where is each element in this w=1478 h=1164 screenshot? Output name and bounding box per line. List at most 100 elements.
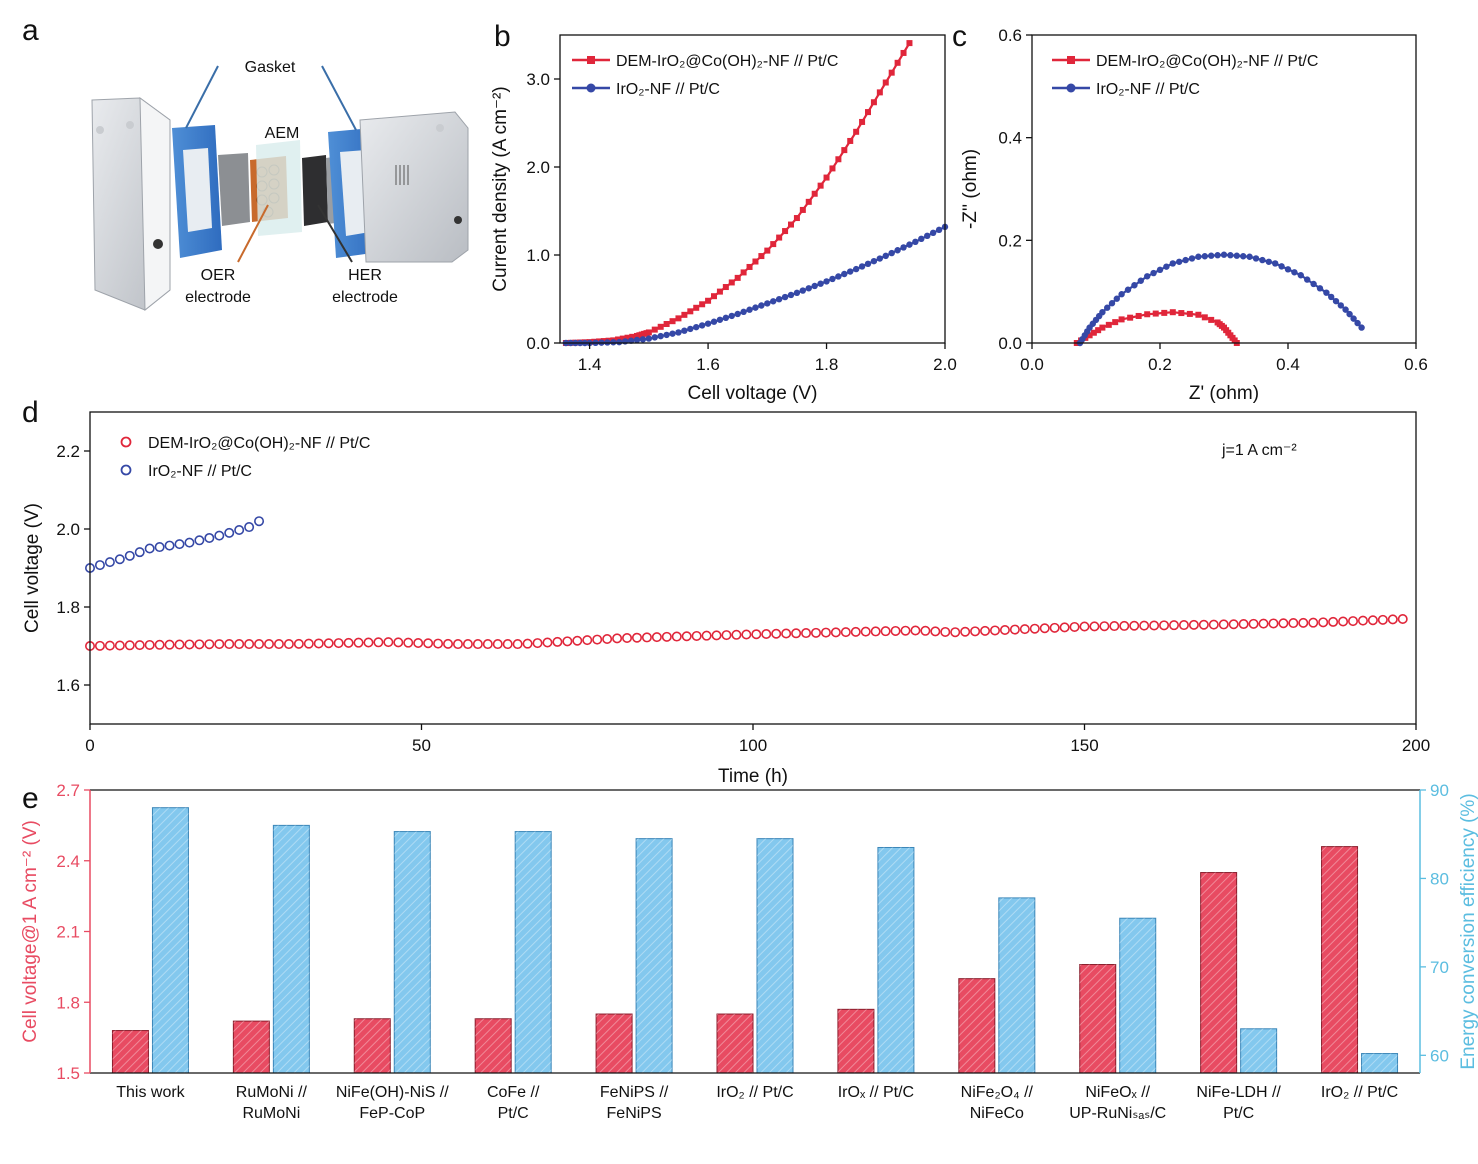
- data-point: [989, 625, 1000, 636]
- data-point: [781, 293, 789, 301]
- data-point: [701, 630, 712, 641]
- panel-a-label: a: [22, 14, 39, 47]
- right-end-plate: [359, 111, 469, 263]
- data-point: [758, 253, 765, 260]
- data-point: [1337, 302, 1345, 309]
- data-point: [645, 329, 652, 336]
- data-point: [929, 229, 937, 237]
- legend-label: DEM-IrO₂@Co(OH)₂-NF // Pt/C: [616, 53, 838, 70]
- data-point: [1228, 619, 1239, 630]
- data-point: [1346, 310, 1353, 318]
- data-point: [443, 638, 454, 649]
- legend-label: DEM-IrO₂@Co(OH)₂-NF // Pt/C: [1096, 53, 1318, 70]
- data-point: [1150, 269, 1157, 277]
- data-point: [651, 632, 662, 643]
- data-point: [850, 626, 861, 637]
- data-point: [829, 165, 836, 172]
- data-point: [671, 631, 682, 642]
- data-point: [728, 312, 735, 320]
- data-point: [94, 640, 105, 651]
- data-point: [841, 147, 848, 154]
- data-point: [770, 241, 777, 248]
- data-point: [1218, 619, 1229, 630]
- bar-hatch: [1240, 1028, 1277, 1073]
- data-point: [817, 280, 824, 287]
- y-tick-label: 2.0: [56, 520, 80, 539]
- data-point: [912, 238, 919, 245]
- data-point: [776, 234, 783, 241]
- data-point: [1208, 619, 1219, 630]
- data-point: [214, 530, 225, 541]
- series-line: [565, 225, 946, 345]
- data-point: [184, 537, 195, 548]
- data-point: [1387, 614, 1398, 625]
- data-point: [624, 334, 631, 341]
- data-point: [1169, 620, 1180, 631]
- data-point: [1248, 618, 1259, 629]
- x-tick-label: 150: [1070, 736, 1098, 755]
- data-point: [104, 640, 115, 651]
- data-point: [1342, 306, 1349, 313]
- left-gasket: [172, 125, 222, 258]
- data-point: [731, 629, 742, 640]
- data-point: [1159, 620, 1170, 631]
- her-label-1: HER: [348, 267, 382, 284]
- bar-hatch: [112, 1030, 149, 1073]
- data-point: [1059, 622, 1070, 633]
- data-point: [771, 628, 782, 639]
- category-label: Pt/C: [498, 1105, 529, 1122]
- data-point: [704, 320, 712, 327]
- panel-d-label: d: [22, 396, 39, 429]
- data-point: [669, 330, 676, 337]
- data-point: [681, 327, 688, 334]
- data-point: [820, 627, 831, 638]
- x-tick-label: 2.0: [933, 355, 957, 374]
- data-point: [711, 630, 722, 641]
- data-point: [1195, 311, 1202, 318]
- data-point: [1328, 293, 1335, 301]
- data-point: [462, 639, 473, 650]
- data-point: [787, 291, 795, 299]
- data-point: [746, 263, 753, 270]
- data-point: [1238, 619, 1249, 630]
- data-point: [805, 285, 812, 292]
- category-label: NiFe(OH)-NiS //: [336, 1084, 449, 1101]
- data-point: [829, 275, 836, 283]
- data-point: [894, 247, 901, 254]
- data-point: [782, 228, 789, 235]
- x-tick-label: 0.2: [1148, 355, 1172, 374]
- bar-hatch: [354, 1018, 391, 1073]
- legend-marker: [120, 436, 132, 448]
- data-point: [1009, 624, 1020, 635]
- data-point: [935, 226, 943, 234]
- data-point: [602, 633, 613, 644]
- data-point: [788, 221, 794, 228]
- y-tick-label: 3.0: [526, 70, 550, 89]
- data-point: [293, 638, 304, 649]
- y-tick-label: 1.5: [56, 1064, 80, 1083]
- data-point: [1227, 252, 1234, 259]
- data-point: [244, 522, 255, 533]
- data-point: [1104, 304, 1111, 311]
- bar-hatch: [958, 978, 995, 1073]
- data-point: [552, 636, 563, 647]
- data-point: [657, 332, 664, 340]
- data-point: [1214, 252, 1221, 259]
- data-point: [950, 627, 961, 638]
- bar-hatch: [877, 847, 914, 1073]
- bar-hatch: [757, 838, 793, 1073]
- data-point: [876, 255, 884, 262]
- data-point: [1291, 269, 1298, 276]
- legend-marker: [587, 56, 595, 64]
- panel-c-label: c: [952, 20, 967, 53]
- bar-hatch: [233, 1021, 270, 1073]
- data-point: [1105, 321, 1112, 328]
- data-point: [423, 638, 434, 649]
- data-point: [619, 335, 626, 342]
- data-point: [859, 118, 866, 125]
- data-point: [1182, 256, 1189, 264]
- current-density-annotation: j=1 A cm⁻²: [1221, 442, 1297, 459]
- data-point: [721, 630, 732, 641]
- data-point: [1188, 255, 1196, 262]
